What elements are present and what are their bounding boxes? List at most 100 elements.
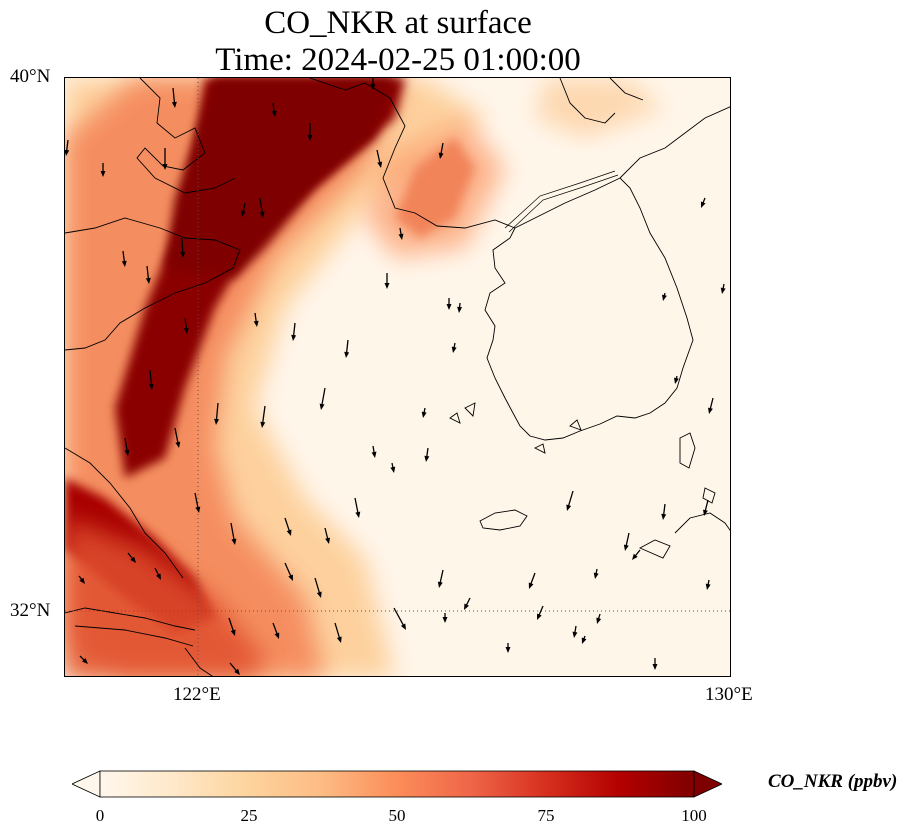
wind-vector-head <box>581 637 587 644</box>
wind-vector-shaft <box>230 522 235 542</box>
wind-vector-head <box>384 283 390 289</box>
wind-vector-shaft <box>146 265 150 281</box>
wind-vector-head <box>451 346 457 353</box>
wind-vector-shaft <box>439 569 444 585</box>
wind-vector-head <box>566 504 572 511</box>
wind-vector-head <box>130 556 136 563</box>
wind-vector-shaft <box>567 490 574 508</box>
wind-vector-head <box>674 377 679 384</box>
wind-vector-head <box>175 441 181 448</box>
colorbar-extend-low <box>71 770 101 798</box>
wind-vector-head <box>377 161 383 168</box>
wind-vector-head <box>720 287 726 294</box>
concentration-field <box>65 78 665 676</box>
wind-vector-head <box>632 553 638 560</box>
wind-vector-shaft <box>172 87 176 105</box>
wind-vector-head <box>271 110 277 117</box>
wind-vector-shaft <box>284 562 292 578</box>
wind-vectors <box>65 78 726 675</box>
wind-vector-head <box>708 407 713 414</box>
wind-vector-head <box>593 572 599 579</box>
coastline-tsushima <box>679 432 696 469</box>
wind-vector-shaft <box>184 317 188 331</box>
wind-vector-shaft <box>272 622 279 636</box>
wind-vector-shaft <box>529 572 536 586</box>
plume-mid-west <box>65 78 405 676</box>
wind-vector-head <box>231 538 237 545</box>
coastline-north-korea-west <box>309 78 516 229</box>
wind-vector-head <box>234 668 240 675</box>
plume-north-halo <box>365 118 505 258</box>
wind-vector-shaft <box>124 437 128 453</box>
colorbar-tick-100: 100 <box>681 806 707 825</box>
colorbar-tick-25: 25 <box>240 806 258 825</box>
wind-vector-head <box>240 210 246 217</box>
wind-vector-head <box>286 529 292 536</box>
lon-tick-label-130e: 130°E <box>705 684 753 705</box>
colorbar <box>71 770 723 798</box>
wind-vector-shaft <box>174 427 179 445</box>
wind-vector-shaft <box>704 499 709 513</box>
plume-southwest-edge <box>65 518 265 676</box>
gridlines <box>65 78 730 676</box>
colorbar-tick-0: 0 <box>95 806 105 825</box>
wind-vector-head <box>355 511 361 518</box>
coastline-islands-sw <box>449 402 582 454</box>
coastline-korea-border <box>504 170 616 229</box>
wind-vector-head <box>446 304 452 310</box>
wind-vector-shaft <box>261 405 266 425</box>
wind-vector-head <box>705 583 711 590</box>
lat-tick-label-32n: 32°N <box>10 600 51 621</box>
wind-vector-head <box>260 421 266 428</box>
wind-vector-head <box>274 632 280 639</box>
colorbar-tick-50: 50 <box>388 806 406 825</box>
map-panel[interactable] <box>64 77 731 677</box>
colorbar-body <box>99 770 695 798</box>
coastlines <box>65 78 730 676</box>
plume-core-band <box>115 78 405 478</box>
plume-northeast <box>535 78 665 138</box>
coastline-shandong <box>65 217 241 351</box>
wind-vector-head <box>596 617 602 624</box>
wind-vector-head <box>442 617 448 623</box>
wind-vector-shaft <box>334 622 341 640</box>
wind-vector-head <box>183 327 189 334</box>
wind-vector-head <box>307 135 313 141</box>
wind-vector-shaft <box>354 497 359 515</box>
colorbar-extend-high <box>693 770 723 798</box>
wind-vector-head <box>145 277 151 284</box>
wind-vector-head <box>662 294 667 301</box>
wind-vector-head <box>661 513 667 520</box>
wind-vector-head <box>100 171 106 177</box>
wind-vector-head <box>371 451 377 458</box>
coastline-northeast <box>559 78 644 124</box>
plume-core-top <box>165 78 395 278</box>
wind-vector-head <box>81 657 88 664</box>
wind-vector-head <box>325 537 330 544</box>
map-canvas <box>65 78 730 676</box>
map-title-line-2: Time: 2024-02-25 01:00:00 <box>215 42 581 78</box>
wind-vector-head <box>437 581 443 588</box>
wind-vector-shaft <box>321 387 326 407</box>
wind-vector-shaft <box>228 617 235 633</box>
wind-vector-head <box>148 383 154 390</box>
wind-vector-shaft <box>215 402 219 422</box>
wind-vector-head <box>180 251 186 258</box>
wind-vector-head <box>214 418 220 425</box>
wind-vector-shaft <box>284 517 291 533</box>
wind-vector-head <box>316 591 322 598</box>
wind-vector-shaft <box>345 339 349 355</box>
colorbar-label: CO_NKR (ppbv) <box>768 771 898 792</box>
lon-tick-label-122e: 122°E <box>173 684 221 705</box>
wind-vector-head <box>288 574 293 581</box>
wind-vector-head <box>253 320 259 327</box>
lat-tick-label-40n: 40°N <box>10 66 51 87</box>
wind-vector-head <box>171 101 177 108</box>
wind-vector-head <box>121 260 127 267</box>
wind-vector-shaft <box>122 250 126 264</box>
wind-vector-head <box>259 211 265 218</box>
wind-vector-head <box>79 577 85 584</box>
wind-vector-head <box>390 466 396 473</box>
coastline-korea-border-2 <box>508 174 619 233</box>
wind-vector-head <box>424 455 430 462</box>
